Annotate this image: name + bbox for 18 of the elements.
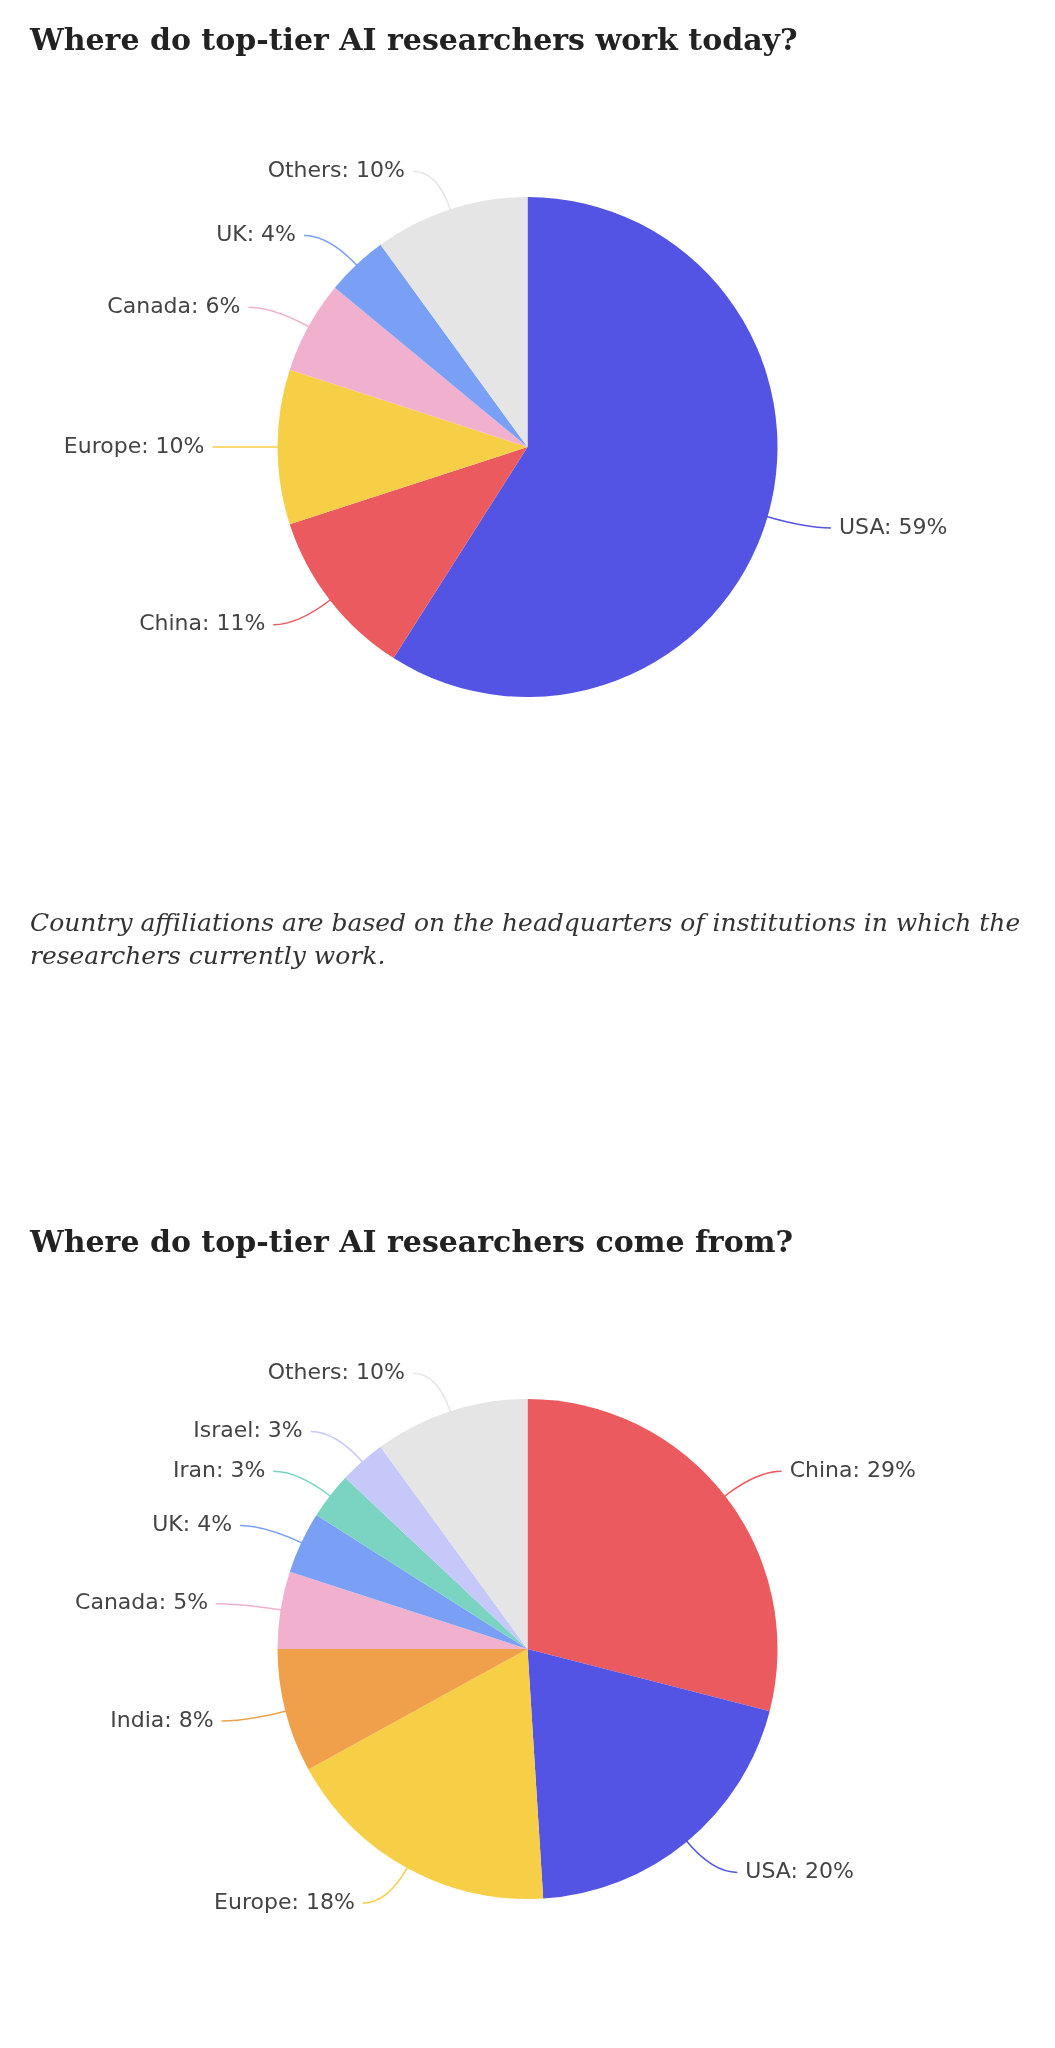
slice-label: Europe: 18% <box>214 1888 355 1914</box>
slice-label: Israel: 3% <box>193 1417 303 1443</box>
slice-label: UK: 4% <box>216 221 296 247</box>
slice-label: Europe: 10% <box>63 432 205 458</box>
slice-label: India: 8% <box>110 1706 214 1732</box>
slice-label: China: 29% <box>789 1456 916 1482</box>
chart-title: Where do top-tier AI researchers work today? <box>28 21 799 57</box>
slice-label: Others: 10% <box>267 156 405 182</box>
slice-label: USA: 20% <box>745 1858 854 1884</box>
slice-label: UK: 4% <box>152 1511 233 1537</box>
slice-label: China: 11% <box>139 610 266 636</box>
slice-label: Iran: 3% <box>173 1456 266 1482</box>
slice-label: Canada: 6% <box>107 293 241 319</box>
chart-title: Where do top-tier AI researchers come from? <box>28 1223 794 1259</box>
text: Country affiliations are based on the headquarters of institutions in which the researchers currently work. <box>30 907 1022 972</box>
slice-label: Others: 10% <box>267 1358 405 1384</box>
slice-label: Canada: 5% <box>75 1589 209 1615</box>
slice-label: USA: 59% <box>838 513 948 539</box>
